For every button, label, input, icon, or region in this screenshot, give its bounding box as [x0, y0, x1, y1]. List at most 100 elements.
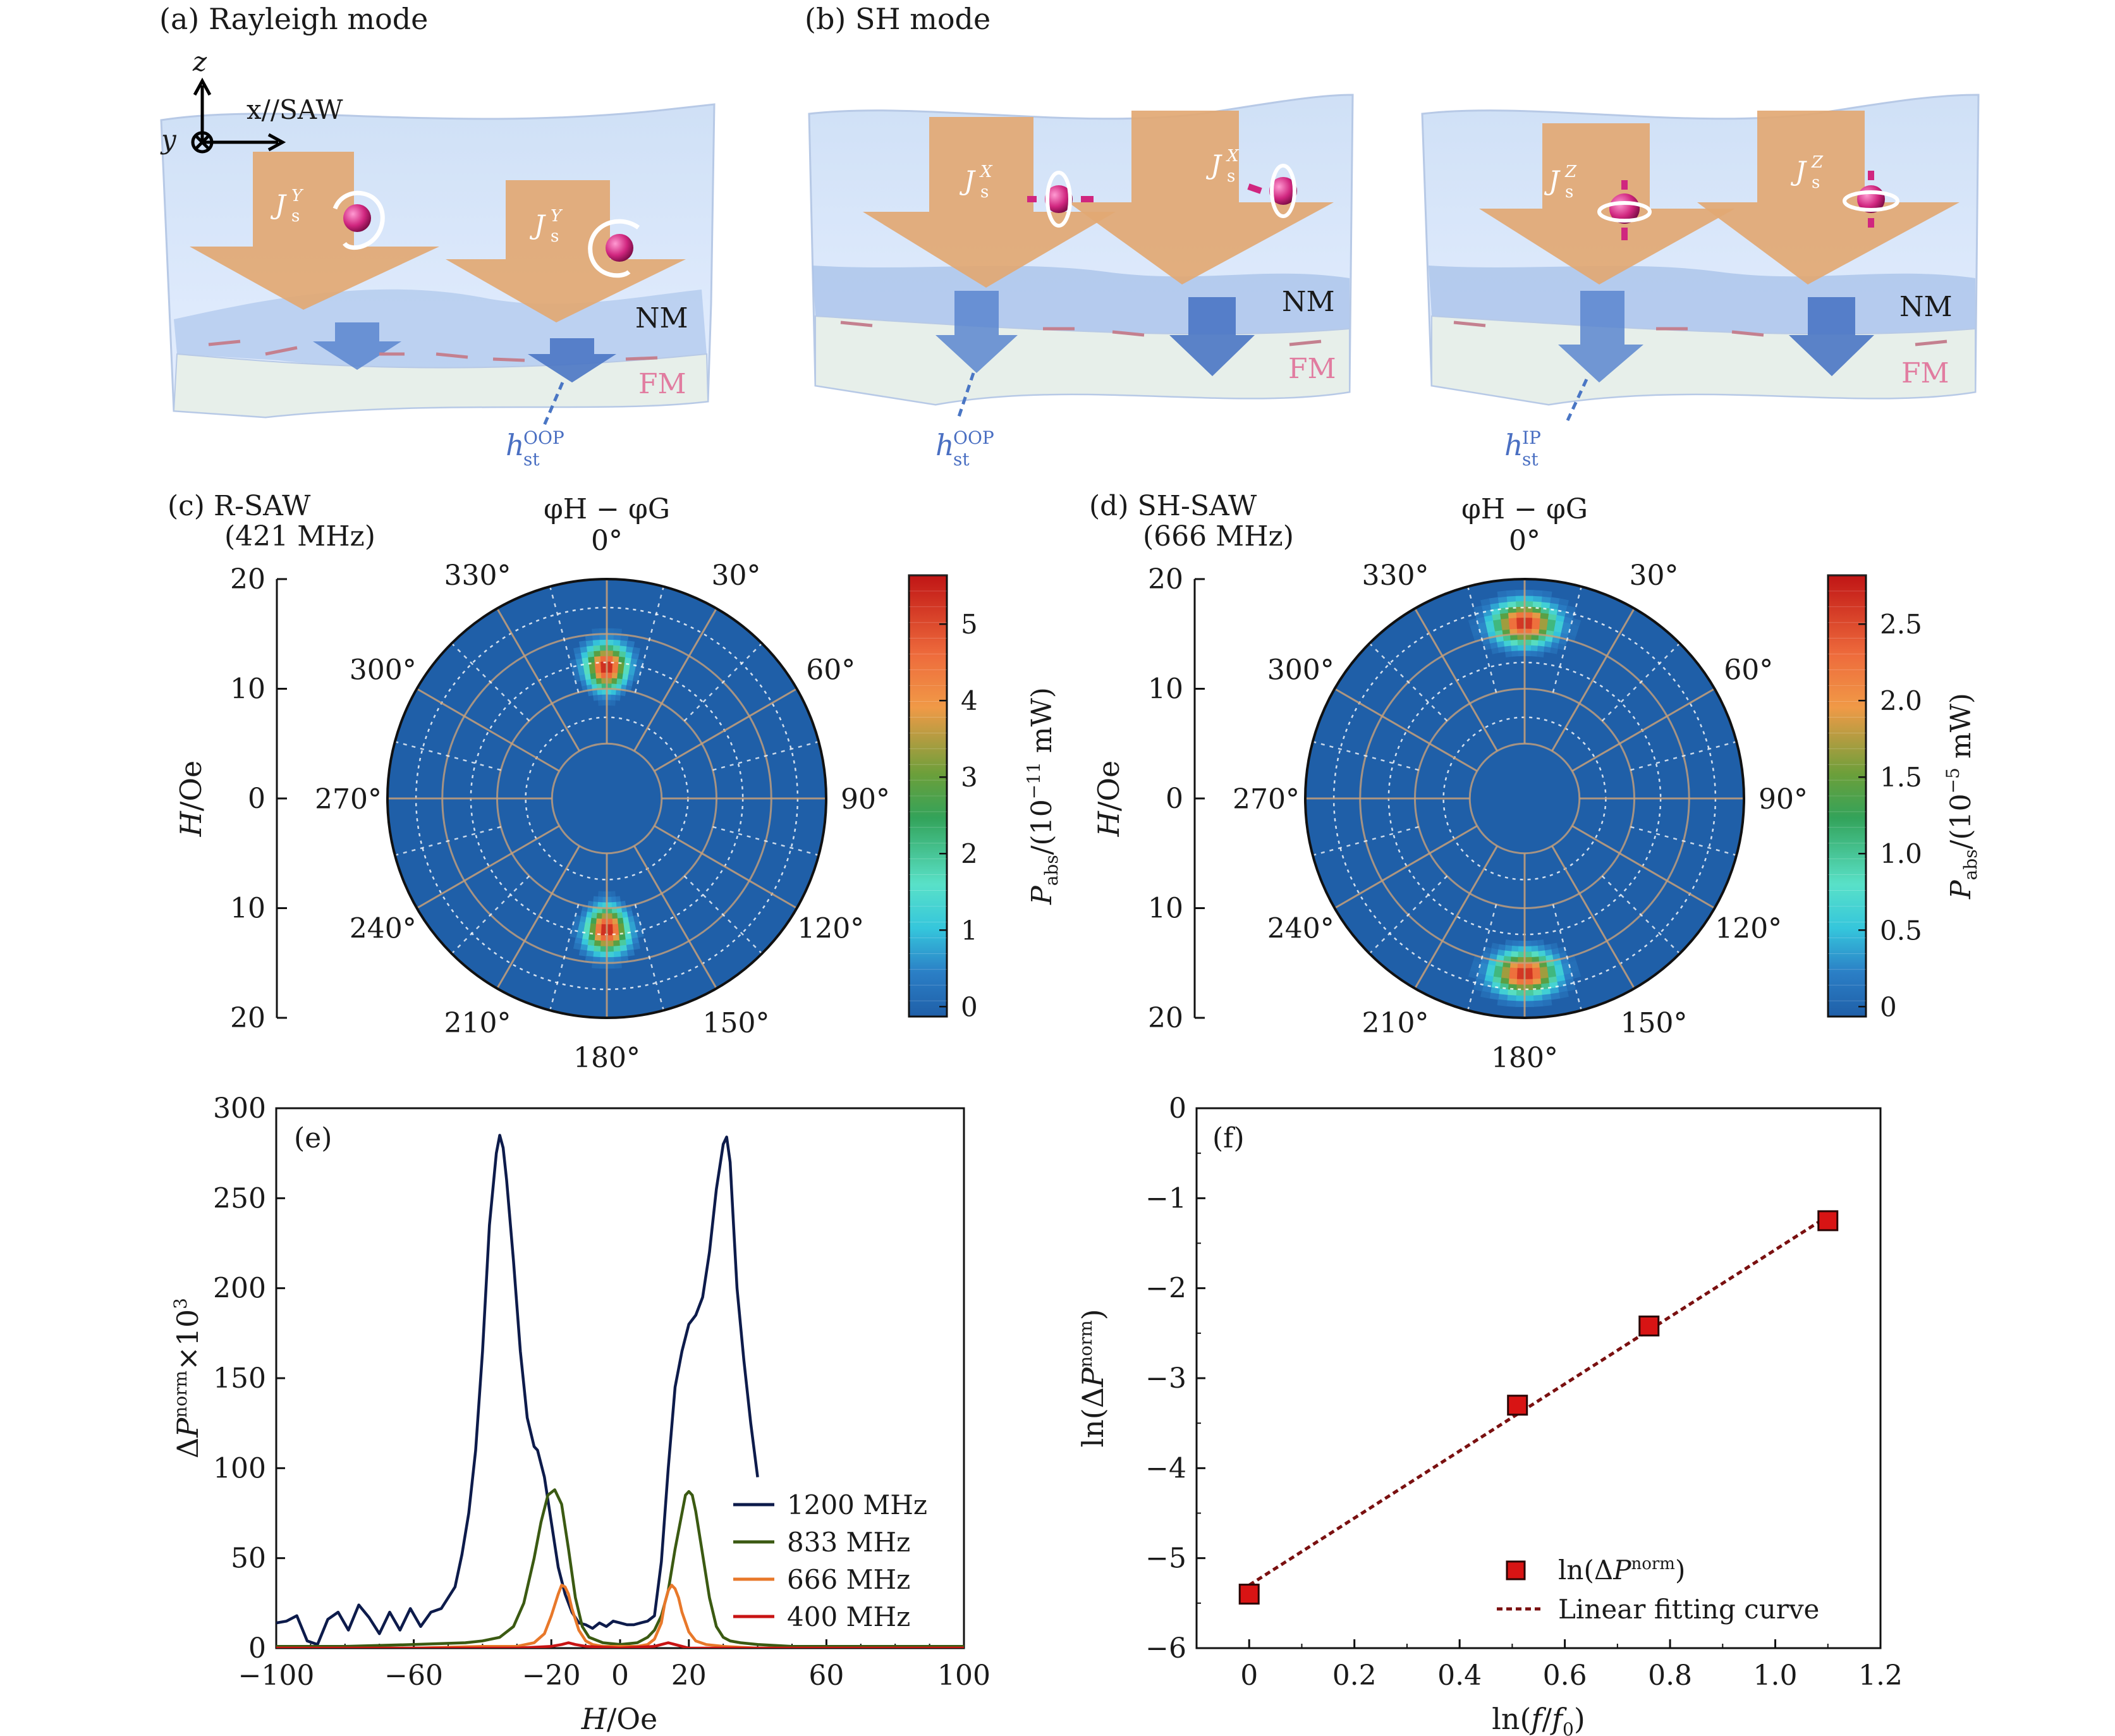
panel-d-freq: (666 MHz): [1143, 520, 1294, 553]
grid-spoke: [416, 825, 560, 909]
svg-text:Z: Z: [1811, 153, 1824, 172]
heat-cell: [1518, 940, 1525, 947]
fm-label-a: FM: [638, 368, 686, 400]
heat-cell: [1524, 1001, 1534, 1008]
heat-cell: [1489, 597, 1499, 604]
radial-axis-c: 20 10 0 10 20 H/Oe: [174, 563, 287, 1034]
x-tick-label: −100: [238, 1660, 315, 1692]
heat-cell: [611, 699, 616, 706]
y-tick-label: 150: [213, 1362, 266, 1395]
svg-text:s: s: [1812, 173, 1820, 192]
heat-cell: [587, 651, 595, 657]
radial-tick-label: 0: [248, 783, 265, 815]
heat-cell: [597, 891, 603, 898]
heat-cell: [1504, 939, 1513, 946]
polar-border-c: [386, 578, 827, 1019]
heat-cell: [1489, 993, 1499, 1000]
panel-a-label: (a) Rayleigh mode: [159, 2, 428, 36]
grid-spoke: [1551, 608, 1635, 752]
heat-cell: [612, 924, 619, 931]
heat-cell: [570, 931, 578, 938]
heat-cell: [1497, 590, 1508, 598]
grid-spoke-dotted: [1552, 904, 1583, 1011]
angle-label: 0°: [1509, 525, 1540, 557]
angle-label: 180°: [573, 1042, 640, 1074]
heat-cell: [1532, 989, 1542, 996]
panel-c: (c) R-SAW (421 MHz) φH − φG 201001020H/O…: [168, 490, 1062, 1074]
svg-text:h: h: [506, 428, 525, 462]
grid-spoke-dotted: [634, 586, 665, 693]
y-tick-label: 200: [213, 1273, 266, 1305]
heat-cell: [1571, 618, 1582, 627]
y-tick-label: 300: [213, 1092, 266, 1125]
heat-cell: [1516, 611, 1525, 618]
heat-cell: [1511, 945, 1519, 953]
heat-cell: [1516, 968, 1525, 975]
panel-b-label: (b) SH mode: [805, 2, 990, 36]
heat-cell: [597, 699, 603, 706]
panel-d-angle-title: φH − φG: [1461, 493, 1588, 525]
svg-text:IP: IP: [1522, 427, 1541, 448]
heat-cell: [1532, 601, 1542, 608]
heat-cell: [1506, 595, 1516, 602]
heat-cell: [595, 924, 602, 931]
colorbar-rect: [1827, 574, 1867, 1018]
heat-cell: [585, 678, 592, 686]
heat-cell: [1517, 946, 1525, 953]
heat-cell: [1473, 983, 1484, 992]
sh-right-subpanel: J s Z J s Z NM FM h st IP: [1421, 94, 1980, 470]
heat-cell: [1530, 644, 1539, 652]
heat-cell: [1508, 617, 1518, 624]
svg-text:OOP: OOP: [523, 427, 564, 448]
axis-x-label: x//SAW: [247, 94, 343, 125]
svg-text:ΔPnorm×103: ΔPnorm×103: [170, 1298, 205, 1458]
grid-spoke: [1334, 688, 1478, 772]
heat-cell: [617, 672, 624, 680]
colorbar-tick-label: 1.0: [1880, 838, 1922, 869]
heat-cell: [599, 644, 607, 651]
x-tick-label: 1.0: [1753, 1660, 1798, 1692]
ylabel-e: ΔPnorm×103: [170, 1298, 205, 1458]
x-tick-label: 0: [611, 1660, 629, 1692]
svg-text:s: s: [980, 183, 989, 202]
heat-cell: [593, 644, 601, 652]
x-tick-label: 0.2: [1332, 1660, 1377, 1692]
angle-label: 90°: [1758, 783, 1808, 816]
angle-labels-c: 0° 30° 60° 90° 120° 150° 180° 210° 240° 270° 300° 3…: [315, 525, 890, 1074]
heat-cell: [619, 651, 627, 657]
heat-cell: [613, 951, 621, 958]
angle-label: 150°: [1621, 1007, 1688, 1039]
heat-cell: [1524, 589, 1534, 596]
heat-cell: [626, 949, 635, 957]
heat-cell: [1509, 623, 1518, 630]
spin-sphere-right: [606, 234, 633, 262]
heat-cell: [1511, 650, 1519, 657]
svg-text:Y: Y: [551, 207, 563, 226]
heat-cell: [613, 656, 620, 663]
grid-spoke-dotted: [1368, 642, 1448, 722]
colorbar-tick-label: 0: [1880, 991, 1897, 1022]
heat-cell: [626, 640, 635, 648]
scatter-point: [1638, 1315, 1660, 1336]
polar-grid-d: [1305, 579, 1744, 1018]
legend-label-points: ln(ΔPnorm): [1558, 1555, 1685, 1586]
colorbar-tick-label: 0.5: [1880, 915, 1922, 946]
grid-spoke-dotted: [1630, 740, 1737, 771]
heat-cell: [589, 923, 597, 930]
heat-cell: [587, 939, 595, 946]
heat-cell: [1524, 650, 1532, 657]
heat-cell: [1503, 639, 1512, 647]
spin-current-arrow-left: [190, 152, 439, 310]
heat-cell: [1533, 590, 1544, 597]
grid-spoke-dotted: [1466, 904, 1497, 1011]
angle-labels-d: 0° 30° 60° 90° 120° 150° 180° 210° 240° 270° 300° 3…: [1233, 525, 1808, 1074]
colorbar-tick-label: 2.0: [1880, 685, 1922, 716]
field-label-a: h st OOP: [506, 427, 564, 470]
heat-cell: [1516, 617, 1525, 624]
radial-tick-label: 10: [1148, 673, 1183, 706]
heat-cell: [1515, 601, 1525, 608]
heat-cell: [1532, 623, 1540, 630]
precession-arrow-left: [332, 190, 385, 250]
grid-spoke-dotted: [1312, 826, 1419, 857]
grid-spoke: [1571, 688, 1716, 772]
